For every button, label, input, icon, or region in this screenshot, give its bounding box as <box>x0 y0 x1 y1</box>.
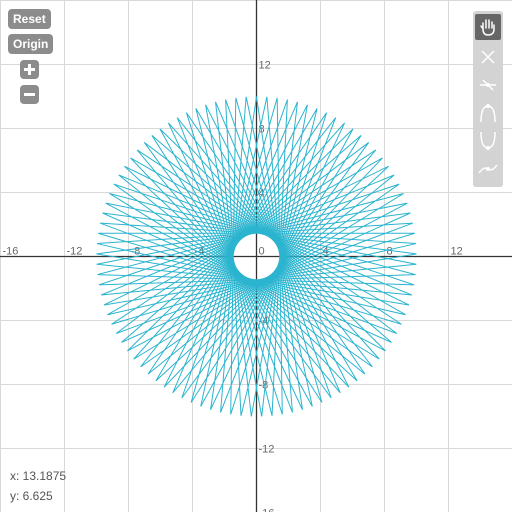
drawing-toolbar <box>473 11 503 187</box>
plus-icon <box>24 64 35 75</box>
zoom-out-button[interactable] <box>20 85 39 104</box>
x-tick-label: -16 <box>3 246 19 258</box>
x-tick-label: -8 <box>131 246 141 258</box>
curve-icon <box>478 164 498 174</box>
origin-button[interactable]: Origin <box>8 34 54 54</box>
point-tool[interactable] <box>475 44 501 70</box>
y-tick-label: -4 <box>259 316 269 328</box>
curve-tool[interactable] <box>475 156 501 182</box>
x-tick-label: 0 <box>259 246 265 258</box>
y-tick-label: -12 <box>259 444 275 456</box>
arc-top-icon <box>480 104 496 123</box>
arc-bottom-icon <box>480 131 496 150</box>
y-tick-label: 12 <box>259 60 271 72</box>
y-tick-label: 4 <box>259 188 265 200</box>
zoom-in-button[interactable] <box>20 60 39 79</box>
spirograph-curve <box>96 96 417 417</box>
x-tick-label: -12 <box>67 246 83 258</box>
y-tick-label: -16 <box>259 508 275 512</box>
arc-top-tool[interactable] <box>475 100 501 126</box>
y-tick-label: -8 <box>259 380 269 392</box>
minus-icon <box>24 93 35 96</box>
arc-bottom-tool[interactable] <box>475 128 501 154</box>
line-icon <box>480 79 496 91</box>
pan-tool[interactable] <box>475 14 501 40</box>
cursor-coordinates: x: 13.1875 y: 6.625 <box>10 466 66 506</box>
line-tool[interactable] <box>475 72 501 98</box>
cross-icon <box>481 50 495 64</box>
cursor-x-readout: x: 13.1875 <box>10 469 67 483</box>
cursor-y-readout: y: 6.625 <box>10 489 53 503</box>
hand-icon <box>480 19 495 36</box>
reset-button[interactable]: Reset <box>8 9 51 29</box>
x-tick-label: 8 <box>387 246 393 258</box>
x-tick-label: 12 <box>451 246 463 258</box>
